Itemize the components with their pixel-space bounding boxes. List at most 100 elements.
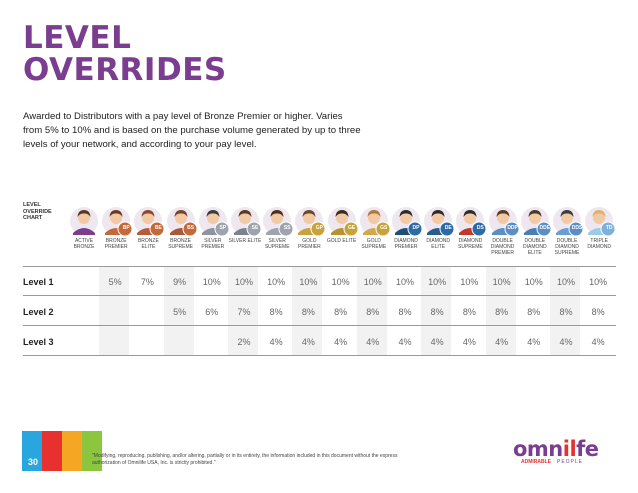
table-cell: 10% [331, 277, 350, 287]
table-cell: 10% [524, 277, 543, 287]
rank-avatar: DDS [551, 205, 584, 237]
table-cell: 10% [267, 277, 286, 287]
table-cell: 4% [462, 337, 476, 347]
rank-avatar: BP [100, 205, 133, 237]
table-cell: 10% [363, 277, 382, 287]
logo-text-accent: il [562, 437, 577, 461]
rank-badge: GE [347, 225, 356, 231]
omnilife-logo: omnilfe ADMIRABLE PEOPLE [513, 437, 599, 465]
rank-badge: DDS [571, 225, 583, 231]
table-rule [23, 295, 616, 296]
rank-badge: GP [315, 225, 323, 231]
rank-name: BRONZE ELITE [137, 238, 159, 250]
rank-avatar: GS [358, 205, 391, 237]
rank-badge: DDP [507, 225, 518, 231]
table-cell: 8% [269, 307, 283, 317]
table-rule [23, 355, 616, 356]
rank-badge: DE [444, 225, 452, 231]
rank-name: TRIPLE DIAMOND [587, 238, 611, 250]
rank-avatar: TD [583, 205, 616, 237]
rank-avatar: GE [326, 205, 359, 237]
table-cell: 8% [334, 307, 348, 317]
table-cell: 4% [495, 337, 509, 347]
rank-name: DIAMOND PREMIER [394, 238, 418, 250]
column-shade [485, 267, 516, 355]
table-cell: 8% [462, 307, 476, 317]
column-shade [550, 267, 580, 355]
table-cell: 4% [398, 337, 412, 347]
table-row: Level 2 5% 6% 7% 8% 8% 8% 8% 8% 8% 8% 8% 8% 8% 8% [23, 296, 616, 326]
table-cell: 10% [492, 277, 511, 287]
rank-avatar [68, 205, 100, 237]
table-cell: 8% [559, 307, 573, 317]
table-cell: 4% [559, 337, 573, 347]
footer-color-block [22, 431, 42, 471]
table-cell: 8% [591, 307, 605, 317]
row-label: Level 1 [23, 277, 54, 287]
rank-badge: SP [219, 225, 227, 231]
column-shade [421, 267, 452, 355]
rank-name: GOLD PREMIER [298, 238, 321, 250]
table-cell: 8% [527, 307, 541, 317]
column-shade [99, 267, 130, 355]
rank-avatar: DE [422, 205, 455, 237]
rank-badge: DP [412, 225, 420, 231]
row-label: Level 3 [23, 337, 54, 347]
rank-name: SILVER ELITE [228, 238, 262, 244]
rank-name: GOLD ELITE [326, 238, 357, 244]
page-title: LEVEL OVERRIDES [23, 22, 227, 86]
rank-badge: SE [251, 225, 259, 231]
footer-color-block [82, 431, 102, 471]
table-cell: 8% [430, 307, 444, 317]
table-cell: 10% [428, 277, 447, 287]
table-rule [23, 325, 616, 326]
table-cell: 4% [366, 337, 380, 347]
rank-badge: BP [122, 225, 130, 231]
rank-avatar: DS [454, 205, 487, 237]
table-cell: 6% [205, 307, 219, 317]
table-cell: 4% [527, 337, 541, 347]
rank-avatar: GP [293, 205, 326, 237]
rank-avatar: SS [261, 205, 294, 237]
column-shade [292, 267, 323, 355]
logo-tagline: ADMIRABLE [521, 459, 551, 465]
rank-name: BRONZE SUPREME [168, 238, 193, 250]
rank-badge: DS [476, 225, 484, 231]
footer-color-block [42, 431, 62, 471]
table-cell: 7% [237, 307, 251, 317]
rank-badge: SS [283, 225, 291, 231]
table-cell: 10% [395, 277, 414, 287]
rank-avatar: SE [229, 205, 262, 237]
rank-badge: BS [187, 225, 195, 231]
table-cell: 10% [556, 277, 575, 287]
row-label: Level 2 [23, 307, 54, 317]
table-cell: 5% [173, 307, 187, 317]
intro-paragraph: Awarded to Distributors with a pay level… [23, 111, 361, 150]
rank-name: DIAMOND ELITE [426, 238, 450, 250]
table-cell: 10% [589, 277, 608, 287]
rank-badge: DDE [539, 225, 551, 231]
table-cell: 5% [108, 277, 122, 287]
rank-badge: GS [380, 225, 388, 231]
rank-name: ACTIVE BRONZE [73, 238, 95, 250]
column-shade [163, 267, 194, 355]
table-rule [23, 266, 616, 267]
column-shade [228, 267, 258, 355]
rank-name: DOUBLE DIAMOND ELITE [522, 238, 547, 256]
rank-avatar: DDP [487, 205, 520, 237]
table-cell: 8% [398, 307, 412, 317]
table-cell: 4% [430, 337, 444, 347]
table-cell: 8% [301, 307, 315, 317]
table-cell: 10% [234, 277, 253, 287]
table-cell: 10% [460, 277, 479, 287]
table-cell: 10% [299, 277, 318, 287]
table-cell: 4% [334, 337, 348, 347]
rank-name: DIAMOND SUPREME [458, 238, 483, 250]
table-cell: 7% [140, 277, 154, 287]
table-cell: 4% [301, 337, 315, 347]
rank-name: BRONZE PREMIER [104, 238, 128, 250]
table-cell: 8% [495, 307, 509, 317]
rank-badge: TD [605, 225, 613, 231]
table-cell: 4% [591, 337, 605, 347]
rank-name: DOUBLE DIAMOND PREMIER [490, 238, 515, 256]
